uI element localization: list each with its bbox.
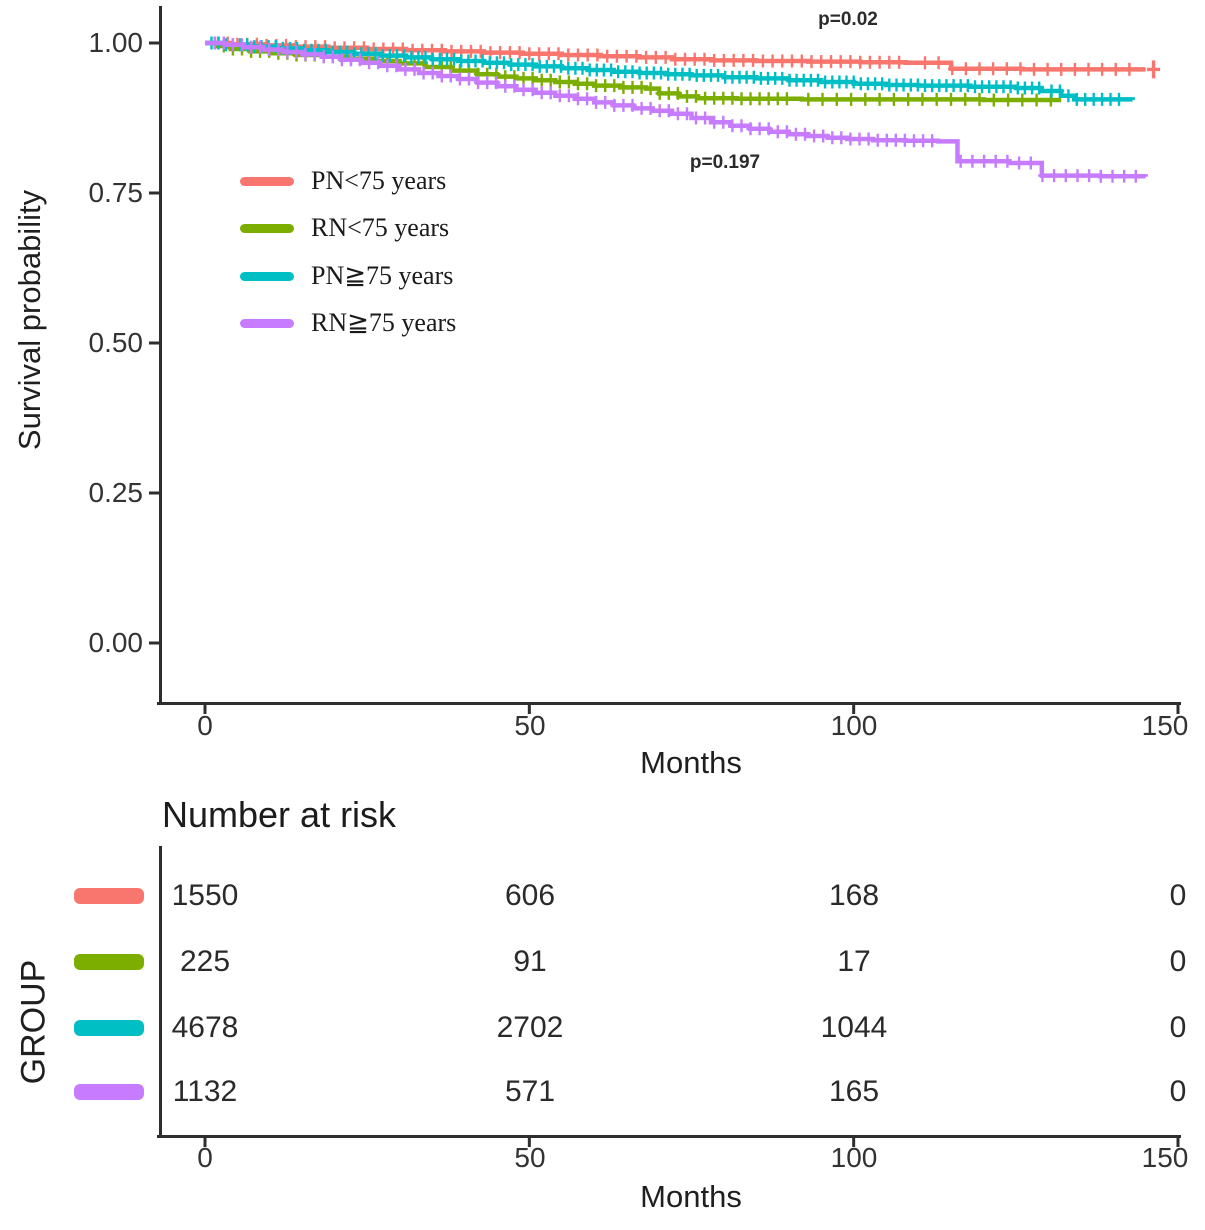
risk-x-tick-50: 50 — [514, 1142, 546, 1173]
y-tick-1.00: 1.00 — [88, 27, 144, 58]
risk-table-title: Number at risk — [162, 794, 397, 835]
x-tick-50: 50 — [514, 710, 546, 741]
y-axis-title: Survival probability — [12, 189, 47, 451]
risk-cell: 0 — [1169, 945, 1187, 978]
risk-cell: 1044 — [820, 1011, 888, 1044]
legend-item-pn-ge-75: PN≧75 years — [240, 261, 453, 291]
risk-x-tick-150: 150 — [1141, 1142, 1189, 1173]
legend-item-pn-lt-75: PN<75 years — [240, 166, 446, 196]
risk-cell: 17 — [837, 945, 871, 978]
legend-swatch-pn-lt-75 — [240, 176, 294, 186]
x-axis-title: Months — [640, 745, 742, 780]
survival-curve-3 — [205, 36, 1148, 183]
legend-swatch-rn-ge-75 — [240, 318, 294, 328]
risk-x-axis-title: Months — [640, 1179, 742, 1214]
y-tick-0.75: 0.75 — [88, 177, 144, 208]
risk-cell: 225 — [179, 945, 231, 978]
legend-swatch-pn-ge-75 — [240, 271, 294, 281]
risk-cell: 571 — [504, 1075, 556, 1108]
legend-swatch-rn-lt-75 — [240, 223, 294, 233]
risk-x-tick-0: 0 — [197, 1142, 213, 1173]
legend-item-rn-ge-75: RN≧75 years — [240, 308, 456, 338]
risk-cell: 606 — [504, 879, 556, 912]
x-tick-100: 100 — [830, 710, 878, 741]
risk-cell: 0 — [1169, 1011, 1187, 1044]
risk-row-swatch-pn-lt-75 — [74, 888, 144, 904]
risk-cell: 1132 — [172, 1075, 238, 1108]
annotation-0: p=0.02 — [818, 9, 878, 30]
risk-cell: 2702 — [496, 1011, 564, 1044]
legend-label-pn-lt-75: PN<75 years — [311, 166, 447, 195]
legend-label-rn-lt-75: RN<75 years — [311, 213, 450, 242]
risk-cell: 165 — [828, 1075, 880, 1108]
risk-row-swatch-rn-lt-75 — [74, 954, 144, 970]
y-tick-0.25: 0.25 — [88, 477, 144, 508]
end-censor-mark — [1147, 60, 1161, 79]
risk-cell: 1550 — [171, 879, 239, 912]
risk-row-swatch-pn-ge-75 — [74, 1020, 144, 1036]
risk-row-swatch-rn-ge-75 — [74, 1084, 144, 1100]
x-tick-150: 150 — [1141, 710, 1189, 741]
group-axis-label: GROUP — [14, 959, 53, 1085]
annotation-1: p=0.197 — [689, 152, 761, 173]
risk-cell: 4678 — [171, 1011, 239, 1044]
risk-cell: 168 — [828, 879, 880, 912]
risk-cell: 0 — [1169, 1075, 1187, 1108]
legend-label-rn-ge-75: RN≧75 years — [311, 308, 457, 337]
x-tick-0: 0 — [197, 710, 213, 741]
y-tick-0.50: 0.50 — [88, 327, 144, 358]
risk-cell: 0 — [1169, 879, 1187, 912]
y-tick-0.00: 0.00 — [88, 627, 144, 658]
legend-label-pn-ge-75: PN≧75 years — [311, 261, 454, 290]
survival-curve-2 — [205, 36, 1135, 106]
legend-item-rn-lt-75: RN<75 years — [240, 213, 449, 243]
risk-cell: 91 — [513, 945, 547, 978]
risk-x-tick-100: 100 — [830, 1142, 878, 1173]
censor-marks — [210, 36, 1140, 183]
